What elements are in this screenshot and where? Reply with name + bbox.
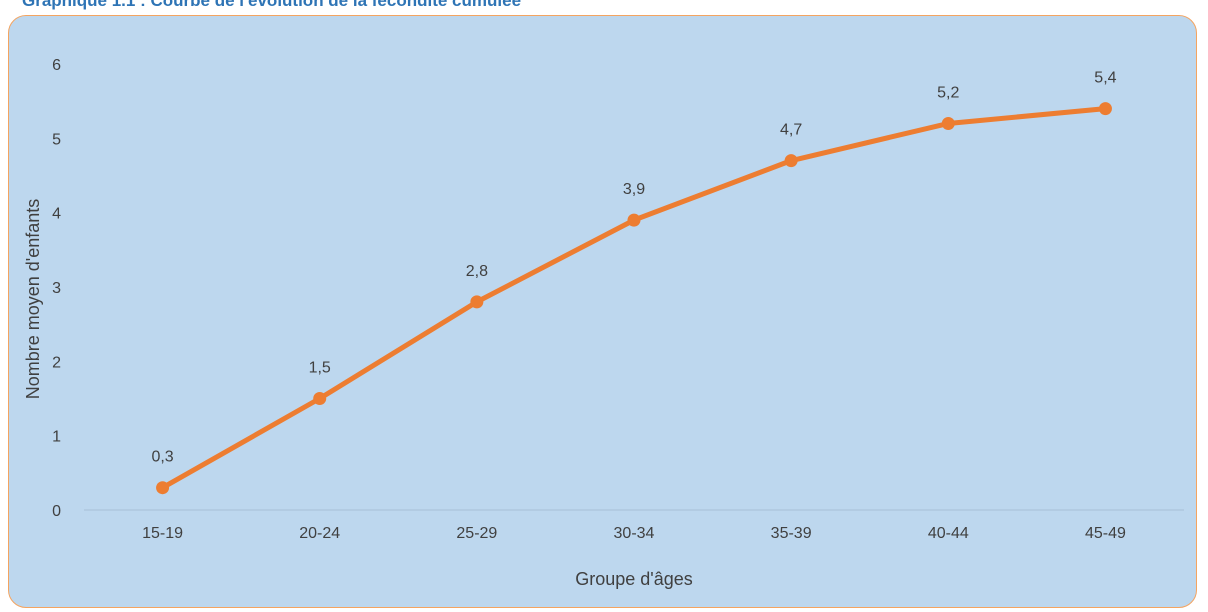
data-label: 5,4 bbox=[1094, 70, 1116, 87]
data-point bbox=[313, 392, 327, 405]
data-point bbox=[470, 295, 484, 309]
data-label: 5,2 bbox=[937, 84, 959, 101]
x-tick-label: 20-24 bbox=[299, 525, 340, 542]
x-tick-label: 40-44 bbox=[928, 525, 969, 542]
data-label: 0,3 bbox=[151, 449, 173, 466]
data-point bbox=[784, 154, 798, 168]
x-tick-label: 25-29 bbox=[456, 525, 497, 542]
x-tick-label: 15-19 bbox=[142, 525, 183, 542]
x-axis-ticks: 15-19 20-24 25-29 30-34 35-39 40-44 45-49 bbox=[142, 525, 1126, 542]
data-point bbox=[1098, 102, 1112, 116]
data-label: 1,5 bbox=[309, 360, 331, 377]
data-point bbox=[941, 116, 955, 130]
data-label: 4,7 bbox=[780, 122, 802, 139]
y-axis-title: Nombre moyen d'enfants bbox=[23, 199, 43, 400]
series-line bbox=[160, 106, 1108, 491]
x-tick-label: 45-49 bbox=[1085, 525, 1126, 542]
data-label: 3,9 bbox=[623, 181, 645, 198]
data-point bbox=[627, 213, 641, 227]
chart-frame: 0 1 2 3 4 5 6 15-19 20-24 25-29 30-34 35-39 40-44 45… bbox=[8, 15, 1197, 608]
data-labels: 0,3 1,5 2,8 3,9 4,7 5,2 5,4 bbox=[151, 70, 1116, 466]
x-axis-title: Groupe d'âges bbox=[575, 569, 693, 589]
y-tick-label: 0 bbox=[52, 503, 61, 520]
data-point bbox=[156, 481, 170, 495]
y-tick-label: 5 bbox=[52, 131, 61, 148]
line-chart: 0 1 2 3 4 5 6 15-19 20-24 25-29 30-34 35-39 40-44 45… bbox=[23, 57, 1184, 589]
x-tick-label: 30-34 bbox=[614, 525, 655, 542]
y-tick-label: 2 bbox=[52, 354, 61, 371]
y-tick-label: 1 bbox=[52, 429, 61, 446]
chart-title: Graphique 1.1 : Courbe de l'évolution de… bbox=[22, 0, 522, 10]
y-tick-label: 4 bbox=[52, 206, 61, 223]
x-tick-label: 35-39 bbox=[771, 525, 812, 542]
data-label: 2,8 bbox=[466, 263, 488, 280]
y-tick-label: 6 bbox=[52, 57, 61, 74]
y-axis-ticks: 0 1 2 3 4 5 6 bbox=[52, 57, 61, 520]
data-markers bbox=[156, 102, 1112, 495]
y-tick-label: 3 bbox=[52, 280, 61, 297]
